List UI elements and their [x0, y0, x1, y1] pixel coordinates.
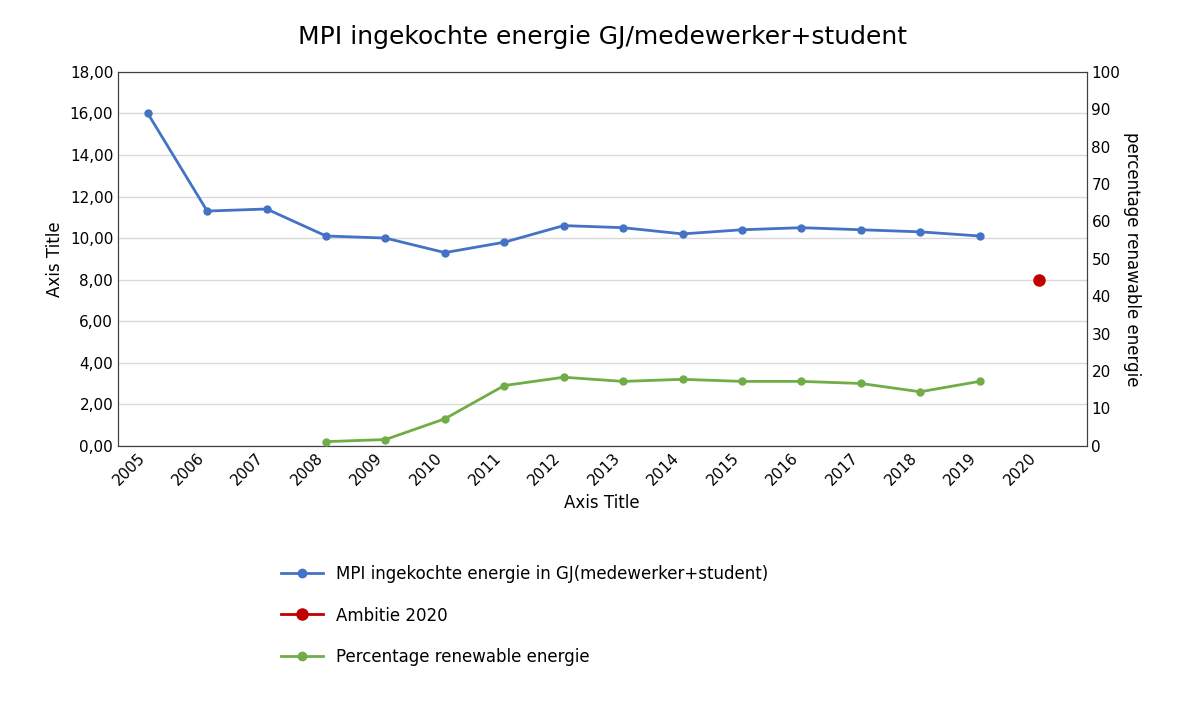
MPI ingekochte energie in GJ(medewerker+student)	[200, 207, 214, 216]
MPI ingekochte energie in GJ(medewerker+student)	[795, 224, 809, 232]
Percentage renewable energie	[854, 379, 868, 388]
MPI ingekochte energie in GJ(medewerker+student)	[141, 109, 155, 118]
Percentage renewable energie	[378, 435, 392, 444]
MPI ingekochte energie in GJ(medewerker+student)	[260, 205, 274, 214]
Line: Percentage renewable energie: Percentage renewable energie	[322, 374, 983, 445]
MPI ingekochte energie in GJ(medewerker+student)	[319, 232, 333, 240]
Percentage renewable energie	[497, 381, 511, 390]
MPI ingekochte energie in GJ(medewerker+student)	[497, 238, 511, 247]
MPI ingekochte energie in GJ(medewerker+student)	[735, 226, 749, 234]
Percentage renewable energie	[319, 437, 333, 446]
Percentage renewable energie	[616, 377, 631, 385]
MPI ingekochte energie in GJ(medewerker+student)	[616, 224, 631, 232]
Y-axis label: Axis Title: Axis Title	[46, 221, 64, 297]
Percentage renewable energie	[972, 377, 986, 385]
Line: MPI ingekochte energie in GJ(medewerker+student): MPI ingekochte energie in GJ(medewerker+…	[144, 110, 983, 256]
MPI ingekochte energie in GJ(medewerker+student)	[972, 232, 986, 240]
Y-axis label: percentage renawable energie: percentage renawable energie	[1123, 132, 1141, 386]
Percentage renewable energie	[735, 377, 749, 385]
Percentage renewable energie	[795, 377, 809, 385]
MPI ingekochte energie in GJ(medewerker+student)	[556, 221, 570, 230]
MPI ingekochte energie in GJ(medewerker+student)	[438, 248, 452, 257]
X-axis label: Axis Title: Axis Title	[565, 494, 640, 512]
Percentage renewable energie	[913, 388, 927, 396]
MPI ingekochte energie in GJ(medewerker+student)	[913, 227, 927, 236]
MPI ingekochte energie in GJ(medewerker+student)	[378, 234, 392, 242]
Title: MPI ingekochte energie GJ/medewerker+student: MPI ingekochte energie GJ/medewerker+stu…	[298, 25, 907, 49]
Percentage renewable energie	[556, 373, 570, 382]
Legend: MPI ingekochte energie in GJ(medewerker+student), Ambitie 2020, Percentage renew: MPI ingekochte energie in GJ(medewerker+…	[274, 559, 775, 673]
MPI ingekochte energie in GJ(medewerker+student)	[676, 229, 690, 238]
MPI ingekochte energie in GJ(medewerker+student)	[854, 226, 868, 234]
Percentage renewable energie	[676, 375, 690, 384]
Percentage renewable energie	[438, 414, 452, 423]
